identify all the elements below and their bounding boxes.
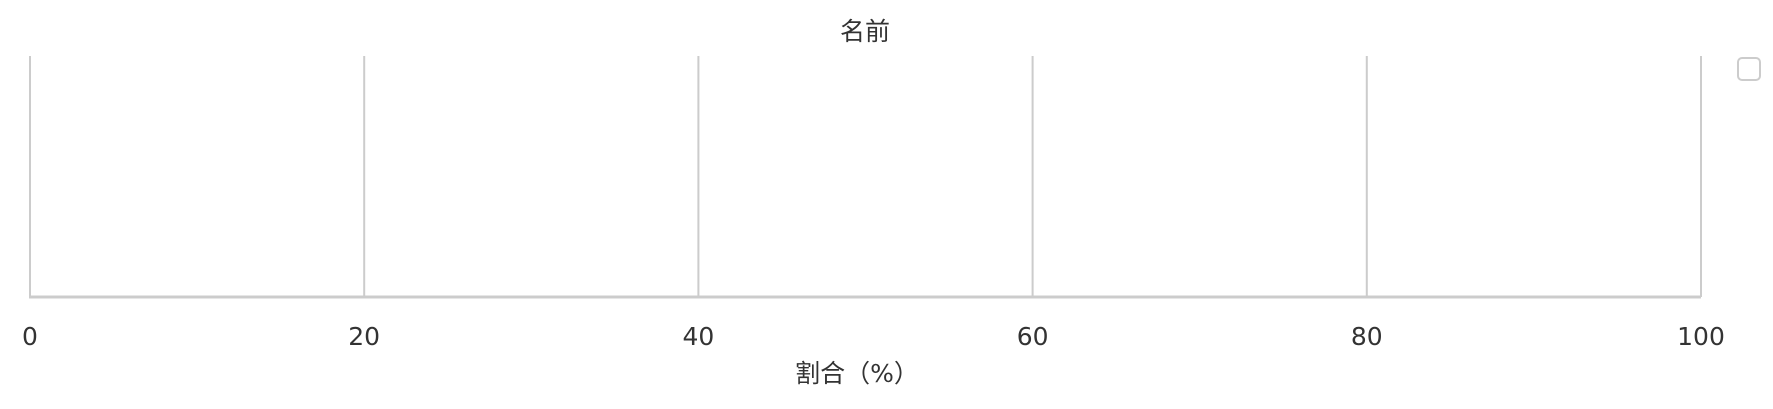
legend-toggle-box[interactable] (1737, 57, 1761, 81)
x-tick-label: 100 (1677, 322, 1725, 351)
tick-layer: 0 20 40 60 80 100 (22, 322, 1725, 351)
chart-title: 名前 (840, 17, 890, 46)
x-tick-label: 80 (1351, 322, 1383, 351)
grid-layer (29, 56, 1702, 297)
x-axis-title: 割合（%） (795, 359, 919, 388)
x-tick-label: 60 (1017, 322, 1049, 351)
x-tick-label: 20 (348, 322, 380, 351)
x-tick-label: 40 (682, 322, 714, 351)
x-tick-label: 0 (22, 322, 38, 351)
